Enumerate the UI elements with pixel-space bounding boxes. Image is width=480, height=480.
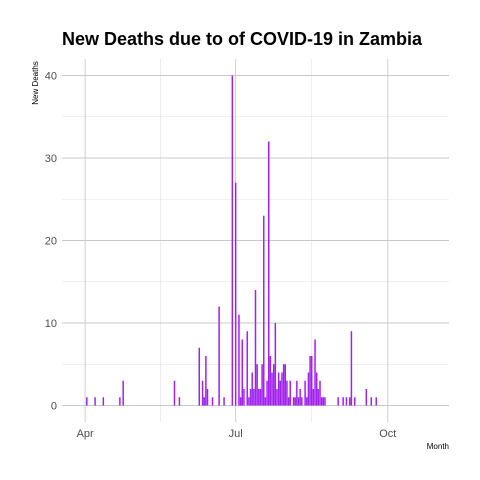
bar (203, 397, 205, 406)
y-tick-label: 0 (51, 401, 57, 413)
bar (297, 397, 300, 406)
bar (301, 397, 303, 406)
bar (276, 389, 278, 406)
bar (266, 380, 268, 406)
bar (198, 347, 201, 406)
bar (281, 372, 283, 406)
bar (269, 356, 272, 406)
bar (337, 397, 339, 406)
bar (282, 364, 285, 406)
bar (277, 372, 280, 406)
y-tick-label: 40 (45, 71, 57, 83)
y-tick-label: 10 (45, 318, 57, 330)
bar (211, 397, 214, 406)
bar (349, 397, 351, 406)
bar (324, 397, 326, 406)
bar (274, 323, 277, 406)
x-axis-label: Month (427, 442, 449, 451)
bar (304, 380, 306, 406)
tick-labels: 0 10 20 30 40 Apr Jul Oct (45, 71, 397, 441)
bar (279, 380, 282, 406)
bar (319, 380, 321, 406)
bar (94, 397, 96, 406)
bar (241, 339, 244, 406)
bar (365, 389, 368, 406)
bar (292, 397, 295, 406)
x-tick-label: Apr (77, 428, 94, 440)
bar (248, 397, 250, 406)
bar (178, 397, 181, 406)
bar (287, 397, 290, 406)
bar (286, 380, 288, 406)
y-tick-label: 30 (45, 153, 57, 165)
bar (342, 397, 344, 406)
bar (264, 397, 267, 406)
bar (289, 380, 291, 406)
y-axis-label: New Deaths (31, 61, 40, 105)
bar (296, 380, 298, 406)
bar (294, 397, 296, 406)
bar (249, 389, 252, 406)
bar (256, 364, 258, 406)
bar (350, 331, 353, 406)
bar (206, 389, 209, 406)
bar (345, 397, 348, 406)
bar (263, 215, 265, 406)
chart-title: New Deaths due to of COVID-19 in Zambia (62, 29, 423, 49)
bars (86, 75, 377, 406)
bar (218, 306, 220, 406)
bar (254, 290, 257, 406)
bar (122, 380, 124, 406)
bar (239, 397, 242, 406)
bar (317, 389, 320, 406)
bar (312, 389, 315, 406)
bar (253, 389, 255, 406)
bar (370, 397, 373, 406)
bar (309, 356, 311, 406)
bar (102, 397, 105, 406)
bar (306, 397, 308, 406)
bar (261, 364, 263, 406)
bar (173, 380, 176, 406)
bar (271, 372, 273, 406)
bar (307, 372, 310, 406)
bar (272, 364, 275, 406)
bar (284, 364, 287, 406)
bar (86, 397, 88, 406)
bar (310, 356, 313, 406)
bar (258, 389, 260, 406)
bar (246, 331, 248, 406)
bar (231, 75, 234, 406)
bar (234, 182, 237, 406)
bar (267, 141, 270, 406)
bar (205, 356, 207, 406)
y-tick-label: 20 (45, 236, 57, 248)
bar (314, 339, 316, 406)
bar (119, 397, 121, 406)
bar (320, 397, 323, 406)
bar (201, 380, 204, 406)
bar (238, 314, 240, 406)
x-tick-label: Oct (379, 428, 396, 440)
bar (243, 389, 245, 406)
x-tick-label: Jul (229, 428, 243, 440)
bar (375, 397, 377, 406)
bar (259, 389, 262, 406)
bar (299, 389, 301, 406)
bar (315, 372, 318, 406)
bar (251, 372, 253, 406)
bar (223, 397, 225, 406)
bar (353, 397, 356, 406)
bar (322, 397, 325, 406)
